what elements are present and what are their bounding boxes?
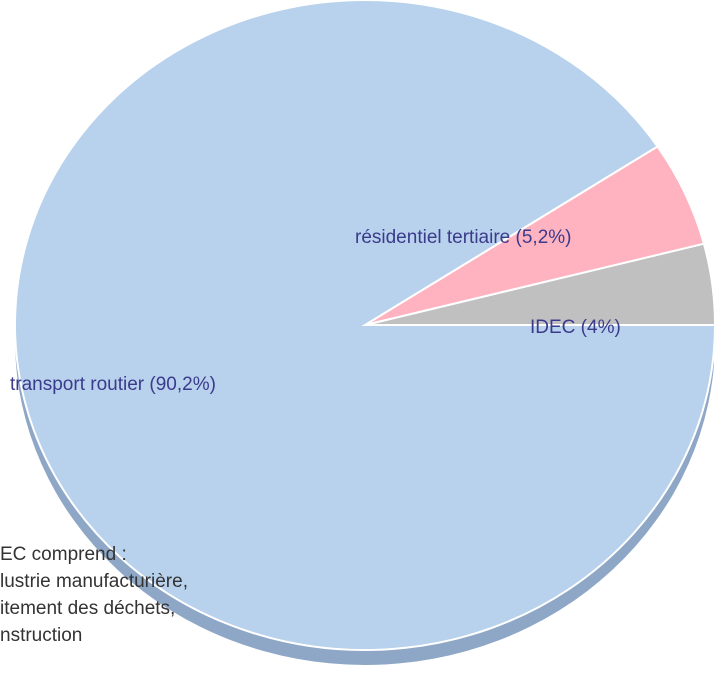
slice-label: transport routier (90,2%) — [10, 374, 216, 395]
pie-slice — [14, 0, 714, 651]
note-line: lustrie manufacturière, — [0, 571, 188, 592]
note-line: EC comprend : — [0, 544, 127, 565]
slice-label: IDEC (4%) — [530, 317, 621, 338]
slice-label: résidentiel tertiaire (5,2%) — [355, 227, 571, 248]
note-line: nstruction — [0, 625, 82, 646]
note-line: itement des déchets, — [0, 598, 175, 619]
